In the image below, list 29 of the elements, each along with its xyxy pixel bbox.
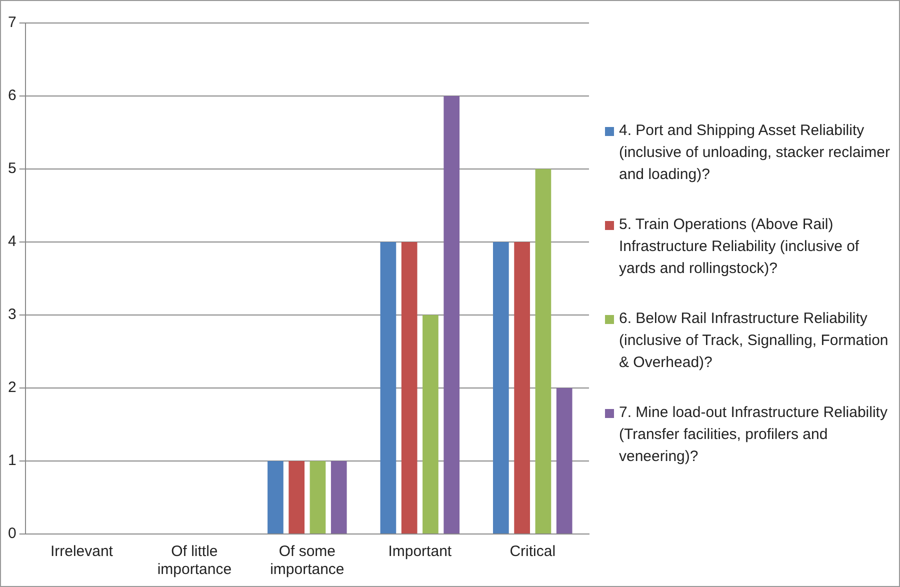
x-tick-label: Irrelevant [50, 543, 114, 560]
bar [288, 461, 305, 534]
legend-label: 7. Mine load-out Infrastructure Reliability (Transfer facilities, profilers and veneering)? [619, 402, 888, 466]
bar [514, 242, 530, 534]
bar [380, 242, 396, 534]
legend-label: 5. Train Operations (Above Rail) Infrastructure Reliability (inclusive of yards and rollingstock)? [619, 214, 860, 278]
bar [310, 461, 326, 534]
bar [401, 242, 418, 534]
bar [493, 242, 509, 534]
y-tick-label: 6 [8, 87, 16, 104]
y-tick-label: 1 [8, 452, 16, 470]
bar [556, 388, 572, 534]
y-tick-label: 2 [8, 379, 16, 396]
y-tick-label: 3 [8, 306, 16, 324]
bar [535, 169, 552, 534]
legend-label: 4. Port and Shipping Asset Reliability (inclusive of unloading, stacker reclaimer and loading)? [619, 120, 891, 184]
x-tick-label: Critical [510, 543, 556, 560]
x-tick-label: Of little importance [157, 543, 232, 578]
bar [444, 96, 460, 534]
y-tick-label: 0 [8, 525, 16, 542]
bar [330, 461, 347, 534]
x-tick-label: Of some importance [270, 543, 344, 578]
bar [268, 461, 284, 534]
y-tick-label: 4 [8, 233, 16, 250]
y-tick-label: 5 [8, 160, 16, 178]
y-tick-label: 7 [8, 14, 16, 32]
legend-label: 6. Below Rail Infrastructure Reliability (inclusive of Track, Signalling, Formation & Overhead)? [619, 308, 890, 372]
bar [422, 315, 438, 534]
x-tick-label: Important [388, 543, 452, 560]
